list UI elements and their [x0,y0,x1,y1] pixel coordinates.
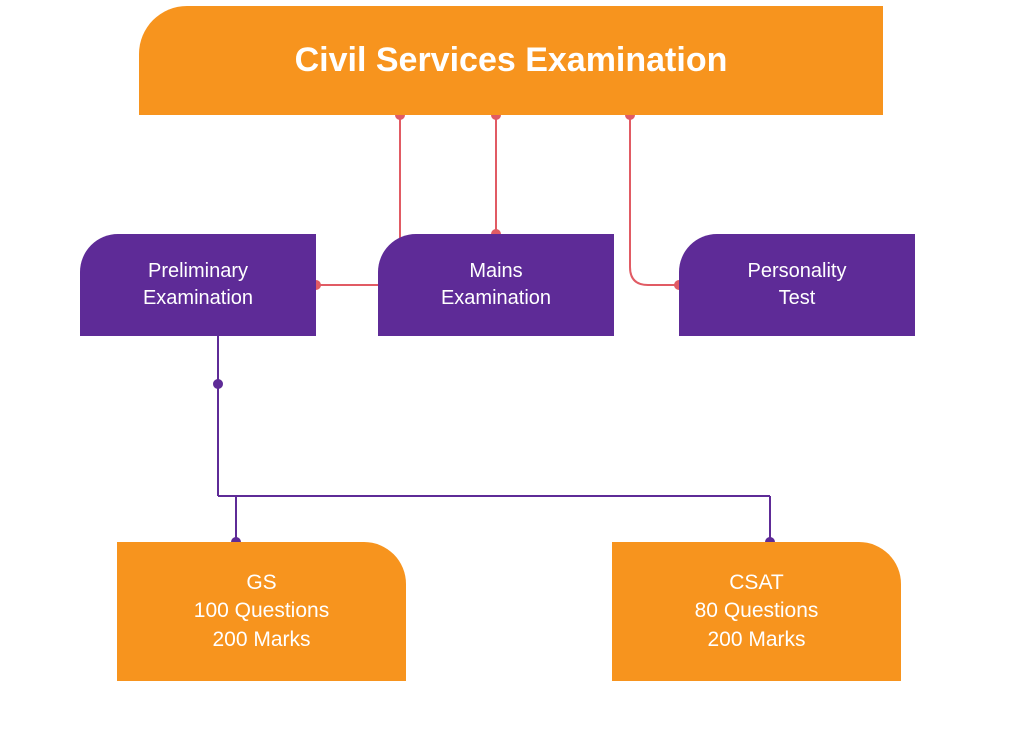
node-line2: Examination [441,285,551,312]
node-line1: GS [246,569,276,597]
node-line2: Test [779,285,816,312]
node-line2: 100 Questions [194,597,329,625]
node-line1: Preliminary [148,258,248,285]
node-line1: CSAT [729,569,783,597]
node-personality: Personality Test [679,234,915,336]
node-line2: 80 Questions [695,597,819,625]
node-line1: Mains [469,258,522,285]
node-line3: 200 Marks [707,626,805,654]
node-gs: GS 100 Questions 200 Marks [117,542,406,681]
node-csat: CSAT 80 Questions 200 Marks [612,542,901,681]
node-line3: 200 Marks [212,626,310,654]
title-label: Civil Services Examination [295,38,728,84]
node-mains: Mains Examination [378,234,614,336]
node-line1: Personality [748,258,847,285]
title-node: Civil Services Examination [139,6,883,115]
node-prelim: Preliminary Examination [80,234,316,336]
node-line2: Examination [143,285,253,312]
